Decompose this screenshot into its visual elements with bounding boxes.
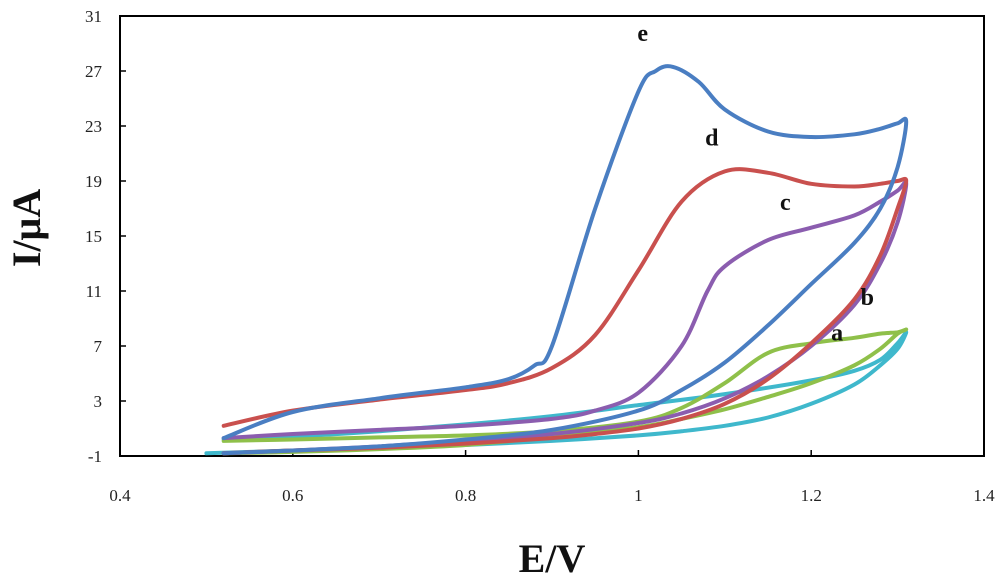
x-tick-label: 0.8	[455, 486, 476, 505]
x-tick-label: 1	[634, 486, 643, 505]
y-tick-label: 7	[94, 337, 103, 356]
y-tick-label: 3	[94, 392, 103, 411]
x-tick-label: 1.2	[801, 486, 822, 505]
series-c-label: c	[780, 190, 791, 216]
series-d-line	[221, 167, 909, 456]
series-d-label: d	[705, 125, 719, 151]
y-tick-label: -1	[88, 447, 102, 466]
y-tick-label: 31	[85, 7, 102, 26]
series-b-label: b	[861, 285, 874, 311]
x-tick-label: 1.4	[973, 486, 995, 505]
series-e-line	[221, 64, 909, 456]
x-tick-label: 0.4	[109, 486, 131, 505]
y-tick-label: 27	[85, 62, 103, 81]
y-tick-label: 15	[85, 227, 102, 246]
y-tick-label: 11	[86, 282, 102, 301]
series-c-line	[221, 180, 909, 456]
curves	[204, 64, 909, 456]
y-tick-label: 23	[85, 117, 102, 136]
y-tick-label: 19	[85, 172, 102, 191]
series-a-line	[204, 330, 909, 456]
series-e-label: e	[637, 21, 648, 47]
x-axis: 0.4 0.6 0.8 1 1.2 1.4	[109, 450, 995, 505]
series-a-label: a	[831, 321, 843, 347]
x-axis-title: E/V	[519, 536, 586, 578]
x-tick-label: 0.6	[282, 486, 303, 505]
y-axis-title: I/μA	[4, 189, 49, 267]
plot-area-frame	[119, 15, 985, 457]
curve-labels: ab c d e	[637, 21, 874, 347]
y-axis: -1 3 7 11 15 19 23 27 31	[85, 7, 126, 466]
